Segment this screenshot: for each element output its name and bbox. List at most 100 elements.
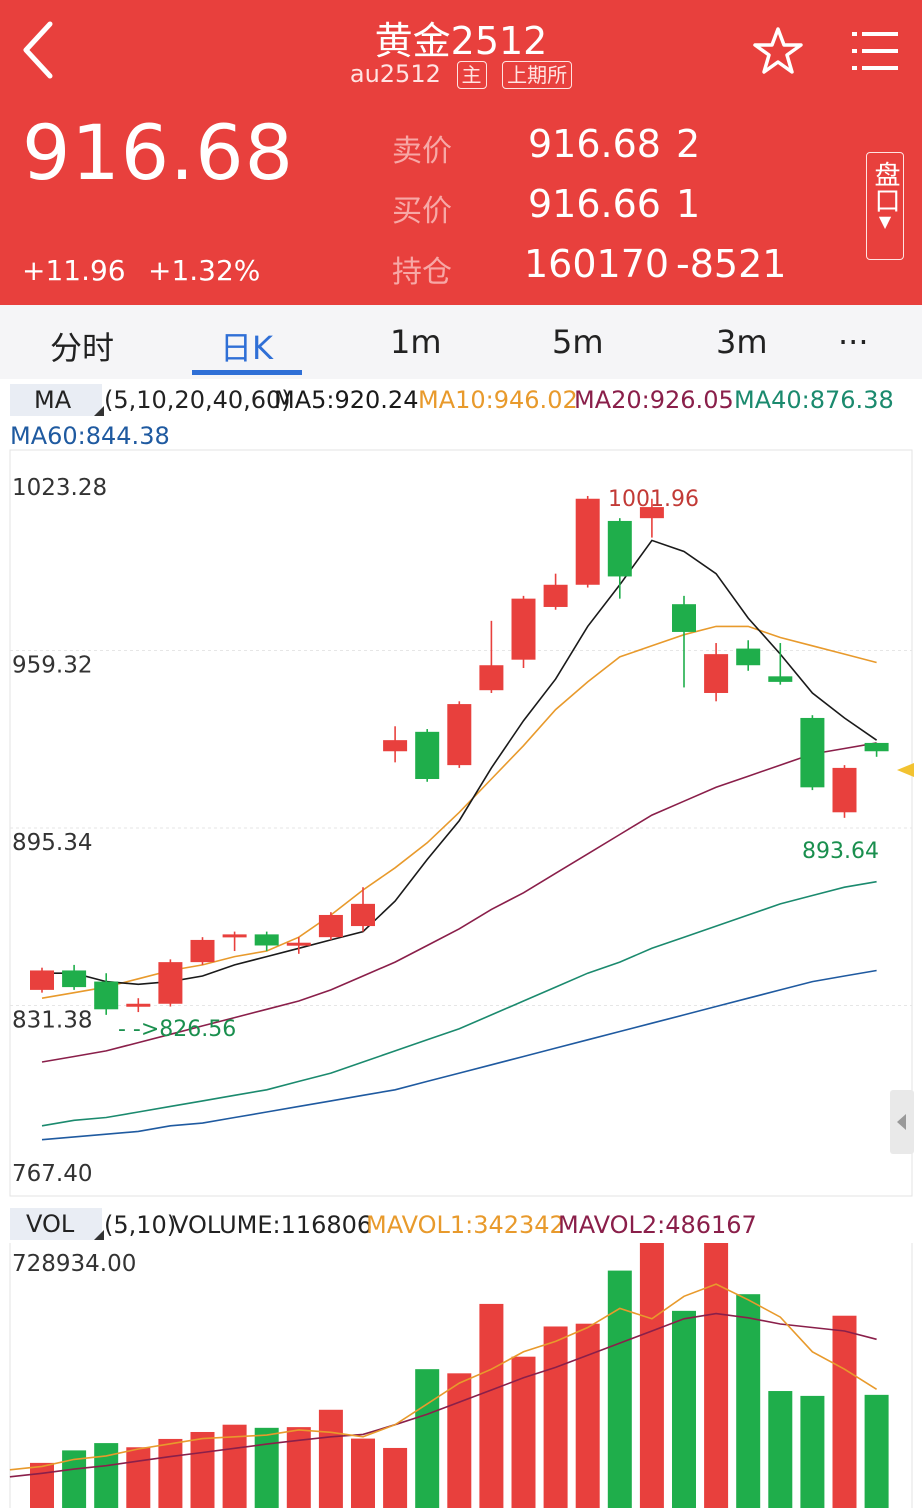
candle-body xyxy=(736,648,761,666)
y-tick-label: 831.38 xyxy=(12,1007,92,1033)
volume-bar xyxy=(479,1303,504,1508)
volume-bar xyxy=(447,1373,472,1508)
high-annotation: 1001.96 xyxy=(608,487,699,512)
volume-bar xyxy=(254,1427,279,1508)
volume-indicator-selector[interactable]: VOL xyxy=(10,1208,102,1240)
current-price-marker xyxy=(897,763,914,777)
favorite-star-icon[interactable] xyxy=(752,26,804,76)
bid-price: 916.66 xyxy=(528,182,661,226)
candle-body xyxy=(158,962,183,1004)
more-tabs-button[interactable]: ··· xyxy=(838,323,869,361)
candle-body xyxy=(318,914,343,938)
selector-corner-icon xyxy=(94,406,104,416)
volume-bar xyxy=(832,1315,857,1508)
mavol1-line xyxy=(9,1283,878,1471)
contract-title: 黄金2512 xyxy=(374,19,548,63)
volume-bar xyxy=(736,1294,761,1508)
ma5-value: MA5:920.24 xyxy=(274,386,419,414)
timeframe-tabs: 分时 日K 1m 5m 3m ··· xyxy=(0,305,922,379)
ma60-line xyxy=(41,969,877,1141)
volume-bar xyxy=(351,1438,375,1508)
ma40-line xyxy=(41,880,877,1127)
volume-bar xyxy=(318,1409,343,1508)
volume-bar xyxy=(511,1356,536,1508)
volume-bar xyxy=(800,1395,825,1508)
candle-body xyxy=(94,981,119,1010)
mavol1-value: MAVOL1:342342 xyxy=(366,1211,565,1239)
price-change-percent: +1.32% xyxy=(148,254,261,287)
candle-body xyxy=(511,598,536,660)
volume-bar xyxy=(672,1310,696,1508)
mavol2-value: MAVOL2:486167 xyxy=(558,1211,757,1239)
tab-1m[interactable]: 1m xyxy=(390,323,442,361)
candle-body xyxy=(832,767,857,813)
ask-label: 卖价 xyxy=(392,134,452,169)
candlestick-chart[interactable]: 1023.28 959.32 895.34 831.38 767.40 1001.96 89… xyxy=(0,448,922,1208)
volume-y-tick-label: 728934.00 xyxy=(12,1251,136,1277)
candle-body xyxy=(768,676,793,682)
candle-body xyxy=(254,934,279,946)
order-book-toggle[interactable]: 盘口 ▼ xyxy=(866,152,904,260)
candle-body xyxy=(639,507,664,519)
ma10-value: MA10:946.02 xyxy=(418,386,578,414)
candle-body xyxy=(543,584,568,607)
candle-body xyxy=(415,731,440,779)
volume-bar xyxy=(543,1326,568,1508)
ma-label: MA xyxy=(34,386,72,414)
volume-bar xyxy=(30,1462,54,1508)
ma-indicator-row: MA (5,10,20,40,60) MA5:920.24 MA10:946.0… xyxy=(0,380,922,450)
candle-body xyxy=(672,604,696,632)
volume-chart[interactable]: 728934.00 xyxy=(0,1243,922,1508)
volume-bar xyxy=(768,1391,793,1508)
ma40-value: MA40:876.38 xyxy=(734,386,894,414)
caret-down-icon: ▼ xyxy=(878,212,892,231)
low-annotation: 893.64 xyxy=(802,839,879,864)
main-contract-tag: 主 xyxy=(456,61,487,89)
tab-5m[interactable]: 5m xyxy=(552,323,604,361)
y-tick-label: 959.32 xyxy=(12,652,92,678)
volume-value: VOLUME:116806 xyxy=(172,1211,373,1239)
ask-qty: 2 xyxy=(676,122,701,166)
active-tab-indicator xyxy=(192,370,302,375)
price-change: +11.96 xyxy=(22,254,126,287)
candle-body xyxy=(62,970,87,988)
contract-subtitle: au2512 主 上期所 xyxy=(0,60,922,89)
volume-bar xyxy=(607,1270,632,1508)
tab-intraday[interactable]: 分时 xyxy=(50,329,115,367)
volume-indicator-row: VOL (5,10) VOLUME:116806 MAVOL1:342342 M… xyxy=(0,1205,922,1243)
volume-bar xyxy=(126,1447,151,1508)
ma20-line xyxy=(41,742,877,1063)
candle-body xyxy=(286,942,311,946)
contract-code: au2512 xyxy=(349,60,441,88)
candle-body xyxy=(575,498,600,585)
tab-daily-k[interactable]: 日K xyxy=(220,329,273,367)
tab-3m[interactable]: 3m xyxy=(716,323,768,361)
ma-indicator-selector[interactable]: MA xyxy=(10,384,102,416)
mavol2-line xyxy=(9,1312,877,1478)
prev-low-annotation: - ->826.56 xyxy=(118,1017,236,1042)
bid-qty: 1 xyxy=(676,182,701,226)
ma60-value: MA60:844.38 xyxy=(10,422,170,450)
volume-bar xyxy=(704,1243,729,1508)
candle-body xyxy=(704,654,729,693)
volume-bar xyxy=(639,1243,664,1508)
candle-body xyxy=(222,934,247,938)
ma-params: (5,10,20,40,60) xyxy=(104,386,291,414)
candle-body xyxy=(479,665,504,691)
ask-price: 916.68 xyxy=(528,122,661,166)
candle-body xyxy=(190,939,215,963)
chart-frame xyxy=(9,449,913,1197)
candle-body xyxy=(30,970,54,990)
candle-body xyxy=(447,704,472,766)
back-arrow-icon[interactable] xyxy=(18,18,58,82)
scroll-arrow-icon xyxy=(897,1114,906,1130)
volume-bar xyxy=(190,1431,215,1508)
quote-header: 黄金2512 au2512 主 上期所 916.68 +11.96 +1.32%… xyxy=(0,0,922,305)
y-tick-label: 895.34 xyxy=(12,830,92,856)
order-book-label: 盘口 xyxy=(870,161,900,213)
volume-bar xyxy=(222,1424,247,1508)
candle-body xyxy=(607,520,632,577)
menu-icon[interactable] xyxy=(852,30,898,72)
bid-label: 买价 xyxy=(392,194,452,229)
last-price: 916.68 xyxy=(22,108,294,197)
